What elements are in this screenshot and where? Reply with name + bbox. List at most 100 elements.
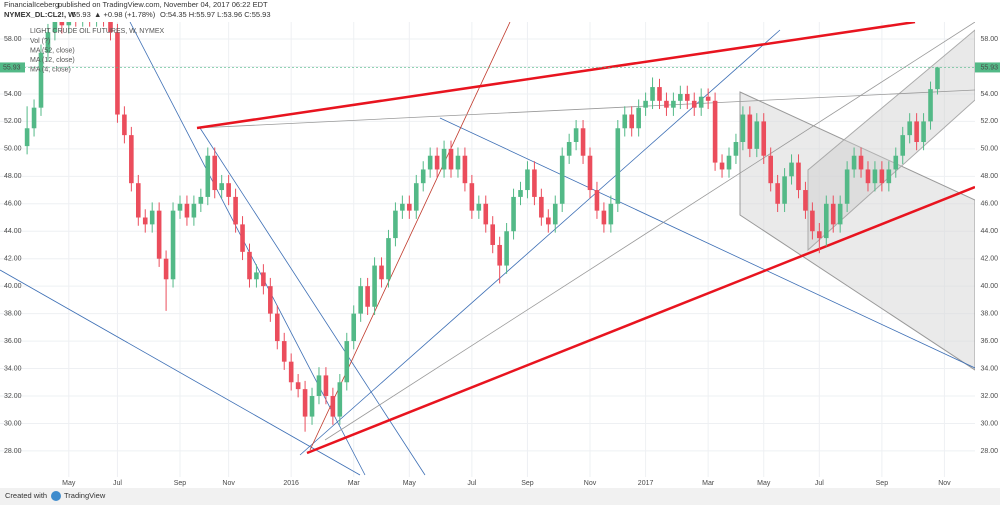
candle-body <box>803 190 808 211</box>
candle-body <box>928 89 933 122</box>
candle-body <box>254 272 259 280</box>
candle-body <box>240 224 245 252</box>
candle-body <box>747 114 753 149</box>
candle-body <box>233 196 238 225</box>
candle-body <box>59 22 65 26</box>
candle-body <box>525 169 530 191</box>
y-tick-label-left: 50.00 <box>4 146 22 153</box>
axes: 28.00 28.00 30.00 30.00 32.00 32.00 34.00 34.00… <box>0 22 1000 487</box>
candle-body <box>886 169 892 184</box>
candle-body <box>830 203 836 225</box>
legend: Vol (?) MA (52, close) MA (12, close) MA (4… <box>30 38 75 74</box>
candle-body <box>135 183 141 218</box>
candle-body <box>400 203 405 211</box>
candle-body <box>115 32 120 115</box>
candle-body <box>782 176 787 204</box>
candle-body <box>205 155 211 197</box>
candle-body <box>52 22 58 33</box>
candle-body <box>170 210 176 280</box>
trendline <box>309 22 511 451</box>
candle-body <box>38 52 44 108</box>
candle-body <box>344 341 350 383</box>
candle-body <box>893 155 899 170</box>
candle-body <box>844 169 850 204</box>
candle-body <box>740 114 746 142</box>
candle-body <box>281 341 287 362</box>
y-tick-label: 48.00 <box>980 173 998 180</box>
x-tick-label: Sep <box>174 480 187 487</box>
candle-body <box>261 272 266 287</box>
candle-body <box>483 203 489 225</box>
y-tick-label: 36.00 <box>980 338 998 345</box>
brand-logo <box>51 491 61 501</box>
y-tick-label-left: 32.00 <box>4 393 22 400</box>
x-tick-label: Mar <box>348 480 361 487</box>
candle-body <box>671 100 676 108</box>
candle-body <box>337 382 343 417</box>
x-tick-label: Nov <box>938 480 951 487</box>
candle-body <box>247 251 252 280</box>
footer-bar <box>0 488 1000 505</box>
footer-created: Created with <box>5 491 47 500</box>
candle-body <box>393 210 398 239</box>
candle-body <box>636 107 641 129</box>
candle-body <box>358 286 363 314</box>
candle-body <box>698 96 704 108</box>
y-tick-label: 44.00 <box>980 228 998 235</box>
candle-body <box>427 155 433 170</box>
y-tick-label: 28.00 <box>980 448 998 455</box>
candle-body <box>316 375 322 396</box>
candle-body <box>163 258 169 280</box>
candle-body <box>566 141 572 156</box>
candle-body <box>879 169 885 184</box>
candle-body <box>810 210 815 232</box>
y-tick-label-left: 30.00 <box>4 420 22 427</box>
candle-body <box>212 155 218 191</box>
candle-body <box>504 231 509 266</box>
candle-body <box>650 87 655 101</box>
y-tick-label-left: 40.00 <box>4 283 22 290</box>
candle-body <box>587 155 593 191</box>
candle-body <box>24 128 30 147</box>
candle-body <box>274 313 280 342</box>
candle-body <box>372 265 377 307</box>
footer-brand: TradingView <box>64 491 106 500</box>
header-ohlc: O:54.35 H:55.97 L:53.96 C:55.93 <box>160 10 271 19</box>
candle-body <box>775 183 780 204</box>
y-tick-label-left: 42.00 <box>4 256 22 263</box>
candle-body <box>546 217 551 225</box>
x-tick-label: Jul <box>113 480 122 487</box>
candle-body <box>608 203 614 225</box>
legend-entry: Vol (?) <box>30 38 50 45</box>
candle-body <box>907 121 912 136</box>
candle-body <box>914 121 919 142</box>
candle-body <box>712 100 718 163</box>
y-tick-label: 58.00 <box>980 36 998 43</box>
candle-body <box>622 114 628 129</box>
candle-body <box>594 190 600 211</box>
candle-body <box>552 203 558 225</box>
candle-body <box>441 148 447 170</box>
x-tick-label: Jul <box>815 480 824 487</box>
candle-body <box>122 114 127 136</box>
y-tick-label: 46.00 <box>980 201 998 208</box>
last-price-badge <box>975 62 1000 73</box>
y-tick-label: 38.00 <box>980 310 998 317</box>
candle-body <box>789 162 794 177</box>
candle-body <box>156 210 162 259</box>
y-tick-label: 40.00 <box>980 283 998 290</box>
candle-body <box>497 244 502 266</box>
y-tick-label: 52.00 <box>980 118 998 125</box>
candle-body <box>108 22 113 33</box>
x-tick-label: Mar <box>702 480 715 487</box>
legend-entry: MA (12, close) <box>30 57 75 64</box>
candle-body <box>532 169 537 197</box>
candle-body <box>379 265 384 280</box>
candle-body <box>580 128 586 156</box>
candle-body <box>678 93 683 101</box>
x-tick-label: May <box>403 480 417 487</box>
candle-body <box>629 114 634 129</box>
candle-body <box>837 203 843 225</box>
